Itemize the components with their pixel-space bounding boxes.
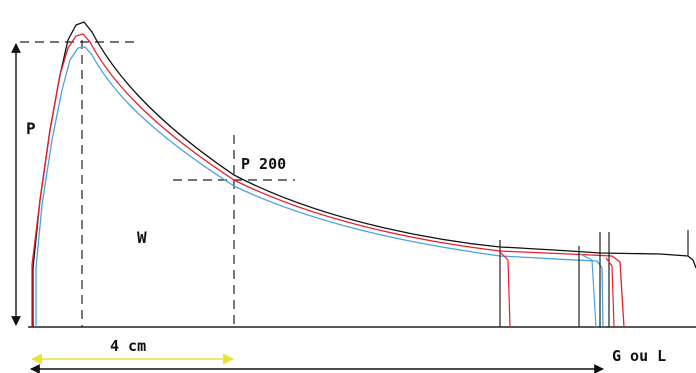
curve-blue [35, 46, 604, 328]
label-g-ou-l: G ou L [612, 347, 666, 365]
label-p200: P 200 [241, 155, 286, 173]
rupture-line [605, 257, 615, 328]
label-w: W [137, 228, 147, 247]
guide-lines [20, 40, 295, 327]
rupture-line [499, 251, 511, 328]
label-p: P [26, 119, 36, 138]
rupture-lines [499, 230, 689, 328]
curve-black [32, 21, 696, 327]
label-4cm: 4 cm [110, 337, 146, 355]
curve-red [31, 33, 625, 328]
rupture-line [579, 253, 597, 328]
